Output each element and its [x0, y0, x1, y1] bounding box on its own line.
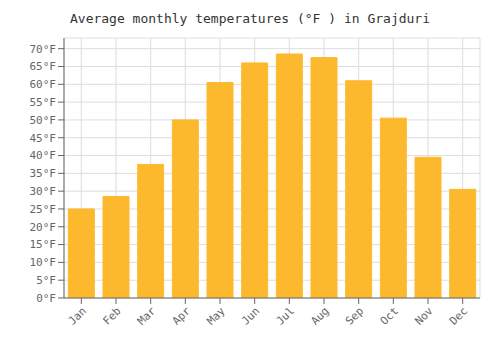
svg-text:20°F: 20°F: [30, 221, 57, 234]
svg-text:10°F: 10°F: [30, 256, 57, 269]
svg-text:May: May: [204, 304, 228, 328]
svg-text:65°F: 65°F: [30, 60, 57, 73]
svg-text:5°F: 5°F: [36, 274, 56, 287]
svg-text:Apr: Apr: [170, 304, 194, 328]
svg-text:Jan: Jan: [66, 304, 89, 327]
svg-text:30°F: 30°F: [30, 185, 57, 198]
svg-text:0°F: 0°F: [36, 292, 56, 305]
svg-text:25°F: 25°F: [30, 203, 57, 216]
svg-text:Nov: Nov: [412, 304, 436, 328]
svg-text:55°F: 55°F: [30, 96, 57, 109]
svg-text:Mar: Mar: [135, 304, 159, 328]
svg-text:Sep: Sep: [343, 304, 366, 327]
svg-text:Jul: Jul: [274, 304, 297, 327]
html-text:Average monthly temperatures (: Average monthly temperatures (°F ) in Gr…: [70, 11, 430, 26]
svg-text:Jun: Jun: [239, 304, 262, 327]
svg-text:35°F: 35°F: [30, 167, 57, 180]
svg-text:45°F: 45°F: [30, 132, 57, 145]
svg-text:60°F: 60°F: [30, 78, 57, 91]
svg-text:Aug: Aug: [308, 304, 331, 327]
svg-text:Oct: Oct: [378, 304, 401, 327]
svg-text:40°F: 40°F: [30, 149, 57, 162]
svg-text:Dec: Dec: [447, 304, 470, 327]
svg-text:50°F: 50°F: [30, 114, 57, 127]
svg-text:Feb: Feb: [100, 304, 123, 327]
svg-text:15°F: 15°F: [30, 238, 57, 251]
svg-text:70°F: 70°F: [30, 43, 57, 56]
